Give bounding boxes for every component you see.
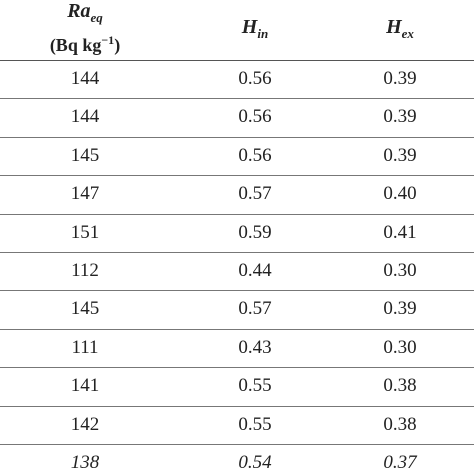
table-cell: 0.57 [238,183,272,205]
header-subscript: eq [90,10,103,25]
table-cell: 0.40 [383,183,417,205]
table-cell: 0.56 [238,144,272,166]
header-text: Ra [67,0,91,22]
table-row: 141 0.55 0.38 [0,367,474,407]
header-subscript: in [257,26,269,41]
header-text: H [386,16,402,38]
table-cell: 147 [70,183,100,205]
table-cell: 145 [70,298,100,320]
unit-text: ) [114,35,121,55]
table-row: 147 0.57 0.40 [0,175,474,215]
table-cell: 145 [70,144,100,166]
table-cell: 0.56 [238,106,272,128]
table-cell: 0.38 [383,375,417,397]
table-cell: 138 [70,452,100,473]
table-row: 142 0.55 0.38 [0,406,474,445]
table-cell: 0.38 [383,413,417,435]
header-subscript: ex [401,26,414,41]
table-cell: 0.39 [383,298,417,320]
table-cell: 0.55 [238,413,272,435]
table-cell: 144 [70,106,100,128]
header-row: Raeq (Bq kg−1) Hin Hex [0,0,474,61]
table-cell: 0.41 [383,221,417,243]
table-cell: 142 [70,413,100,435]
table-cell: 151 [70,221,100,243]
table-row: 111 0.43 0.30 [0,329,474,369]
table-row: 145 0.56 0.39 [0,137,474,177]
unit-superscript: −1 [101,33,115,47]
table-cell: 112 [71,260,99,281]
table-cell: 0.30 [383,336,417,358]
table-cell: 0.43 [238,336,272,358]
table-cell: 0.55 [238,375,272,397]
header-unit: (Bq kg−1) [15,29,155,56]
table-cell: 111 [71,336,99,358]
table-cell: 0.30 [383,260,417,281]
table-cell: 0.57 [238,298,272,320]
unit-text: (Bq kg [49,35,102,55]
table-row: 112 0.44 0.30 [0,252,474,292]
table-row: 138 0.54 0.37 [0,444,474,474]
header-cell: Hin [185,16,325,42]
table-cell: 0.59 [238,221,272,243]
table-cell: 0.54 [238,452,272,473]
table-cell: 0.39 [383,106,417,128]
table-cell: 0.37 [383,452,417,473]
table-row: 145 0.57 0.39 [0,290,474,330]
table-cell: 144 [70,68,100,89]
table-cell: 141 [70,375,100,397]
table-cell: 0.39 [383,68,417,89]
table-cell: 0.44 [238,260,272,281]
table-cell: 0.39 [383,144,417,166]
table-cell: 0.56 [238,68,272,89]
table-row: 144 0.56 0.39 [0,60,474,100]
header-cell: Hex [330,16,470,42]
header-text: H [241,16,258,38]
header-cell: Raeq (Bq kg−1) [15,0,155,56]
table-row: 144 0.56 0.39 [0,98,474,138]
table-row: 151 0.59 0.41 [0,214,474,253]
